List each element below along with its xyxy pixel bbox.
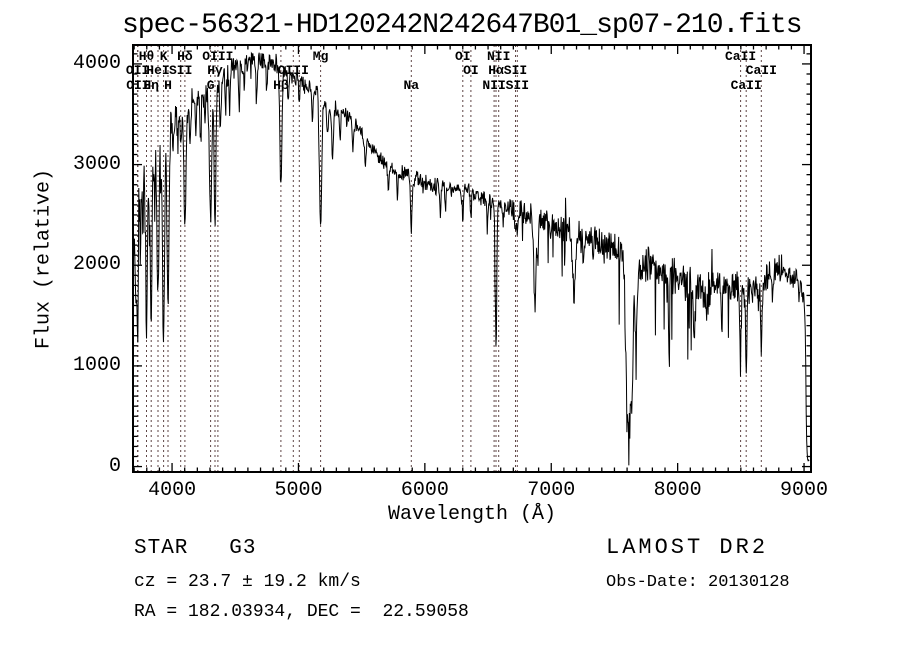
spectral-line-label-H: H: [164, 78, 172, 93]
x-tick-label: 6000: [400, 479, 449, 502]
radial-velocity-label: cz = 23.7 ± 19.2 km/s: [134, 572, 361, 592]
y-tick-label: 1000: [72, 353, 121, 377]
spectral-line-label-NII: NII: [486, 49, 511, 64]
classification-label: STAR G3: [134, 537, 257, 560]
y-tick-label: 0: [108, 454, 121, 478]
spectral-line-label-OII: OII: [125, 63, 150, 78]
spectral-line-label-Hη: Hη: [143, 78, 159, 93]
spectrum-curve: [132, 51, 810, 466]
y-tick-label: 2000: [72, 253, 121, 277]
spectral-line-label-Mg: Mg: [312, 49, 329, 64]
spectral-line-label-G: G: [206, 78, 215, 93]
spectral-line-label-OIII: OIII: [202, 49, 234, 64]
spectral-line-label-SII: SII: [503, 63, 528, 78]
spectral-line-label-OIII: OIII: [277, 63, 309, 78]
spectral-line-label-CaII: CaII: [745, 63, 777, 78]
spectral-line-label-Hβ: Hβ: [273, 78, 289, 93]
spectral-line-label-OI: OI: [463, 63, 479, 78]
spectral-line-label-SII: SII: [168, 63, 193, 78]
x-tick-label: 4000: [148, 479, 197, 502]
y-tick-label: 3000: [72, 152, 121, 176]
spectral-line-label-Hθ: Hθ: [138, 49, 155, 64]
spectral-line-label-SII: SII: [505, 78, 529, 93]
survey-label: LAMOST DR2: [606, 535, 769, 560]
y-axis-label: Flux (relative): [32, 168, 56, 350]
spectral-line-label-Hγ: Hγ: [207, 63, 223, 78]
x-tick-label: 5000: [274, 479, 323, 502]
plot-frame: [132, 44, 812, 473]
spectral-line-label-Hα: Hα: [488, 63, 504, 78]
ra-dec-label: RA = 182.03934, DEC = 22.59058: [134, 602, 469, 622]
spectral-line-label-CaII: CaII: [724, 49, 757, 64]
spectral-line-label-CaII: CaII: [730, 78, 762, 93]
x-axis-label: Wavelength (Å): [387, 503, 557, 526]
x-tick-label: 7000: [527, 479, 576, 502]
spectral-line-label-Na: Na: [403, 78, 420, 93]
x-tick-label: 9000: [779, 479, 829, 502]
x-tick-label: 8000: [653, 479, 702, 502]
y-tick-label: 4000: [72, 51, 121, 75]
plot-title: spec-56321-HD120242N242647B01_sp07-210.f…: [122, 10, 803, 41]
spectral-line-label-Hδ: Hδ: [177, 49, 193, 64]
obs-date-label: Obs-Date: 20130128: [606, 573, 790, 592]
spectral-line-label-NII: NII: [482, 78, 506, 93]
spectral-line-label-HeI: HeI: [146, 63, 170, 78]
spectral-line-label-OII: OII: [126, 78, 150, 93]
spectral-line-label-OI: OI: [454, 49, 471, 64]
spectral-line-label-K: K: [159, 49, 168, 64]
